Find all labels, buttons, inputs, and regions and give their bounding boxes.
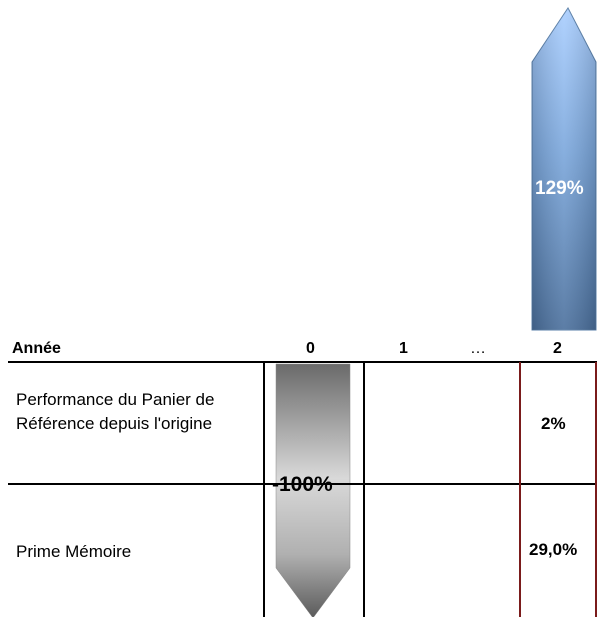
up-arrow-label: 129%	[535, 178, 584, 199]
header-col-1: 1	[399, 340, 408, 357]
row-prime-memoire-label: Prime Mémoire	[16, 542, 132, 561]
down-arrow-label: -100%	[272, 473, 333, 496]
up-arrow-shade	[532, 8, 596, 330]
header-col-2: 2	[553, 340, 562, 357]
row-performance-label: Performance du Panier de Référence depui…	[16, 390, 215, 433]
header-col-dots: …	[470, 340, 486, 357]
header-year-label: Année	[12, 340, 61, 357]
row-prime-memoire-year2-value: 29,0%	[529, 540, 578, 559]
down-arrow	[275, 363, 351, 617]
row-performance-year2-value: 2%	[541, 414, 566, 433]
header-col-0: 0	[306, 340, 315, 357]
